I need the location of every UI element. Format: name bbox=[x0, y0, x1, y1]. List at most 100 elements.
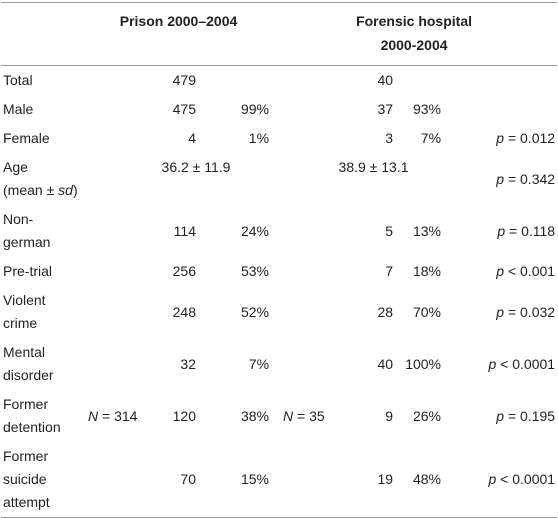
cell-text: 32 bbox=[180, 355, 196, 372]
hospital-n: 5 bbox=[341, 205, 393, 257]
cell-text: Pre-trial bbox=[3, 263, 53, 279]
row-label: Age (mean ± sd) bbox=[1, 153, 86, 205]
header-line: Forensic hospital bbox=[356, 13, 472, 29]
row-label: Mental disorder bbox=[1, 338, 86, 390]
cell-text: < 0.0001 bbox=[496, 355, 556, 372]
cell-text: suicide bbox=[3, 471, 47, 487]
cell-text: 18% bbox=[412, 263, 442, 279]
italic-text: N bbox=[88, 407, 99, 424]
hospital-N bbox=[271, 442, 341, 518]
p-value: p < 0.0001 bbox=[441, 442, 557, 518]
header-row: Prison 2000–2004 Forensic hospital 2000-2… bbox=[1, 2, 558, 66]
hospital-N bbox=[271, 124, 341, 153]
italic-text: p bbox=[488, 471, 497, 487]
cell-text: 9 bbox=[385, 407, 394, 424]
cell-text: 114 bbox=[173, 222, 196, 239]
row-label: Violent crime bbox=[1, 286, 86, 338]
prison-pct: 1% bbox=[196, 124, 271, 153]
cell-text: 248 bbox=[172, 303, 196, 320]
prison-n: 4 bbox=[156, 124, 196, 153]
header-line: 2000-2004 bbox=[380, 37, 448, 53]
label-line: (mean ± sd) bbox=[3, 179, 86, 202]
p-value: p = 0.118 bbox=[441, 205, 557, 257]
cell-text: = 314 bbox=[98, 407, 138, 424]
cell-text: 4 bbox=[188, 130, 196, 146]
prison-n: 32 bbox=[156, 338, 196, 390]
hospital-n: 40 bbox=[341, 66, 393, 96]
cell-text: Age bbox=[3, 159, 28, 175]
cell-text: 53% bbox=[240, 263, 270, 279]
cell-text: = 35 bbox=[293, 407, 325, 424]
hospital-n: 3 bbox=[341, 124, 393, 153]
label-line: Non- bbox=[3, 208, 86, 231]
hospital-pct: 100% bbox=[393, 338, 441, 390]
italic-text: p bbox=[496, 407, 505, 424]
prison-N bbox=[86, 66, 156, 96]
hospital-header: Forensic hospital 2000-2004 bbox=[271, 2, 558, 66]
cell-text: Mental bbox=[3, 344, 46, 360]
cell-text: 93% bbox=[412, 101, 442, 117]
prison-pct: 24% bbox=[196, 205, 271, 257]
cell-text: 256 bbox=[172, 263, 196, 279]
prison-pct: 7% bbox=[196, 338, 271, 390]
cell-text: 7 bbox=[385, 263, 394, 279]
cell-text: disorder bbox=[3, 367, 54, 383]
prison-N bbox=[86, 257, 156, 286]
table-row: Former suicide attempt 70 15% 19 48% p < 0.0001 bbox=[1, 442, 557, 518]
prison-pct: 99% bbox=[196, 95, 271, 124]
prison-N bbox=[86, 95, 156, 124]
cell-text: 70% bbox=[412, 303, 442, 320]
prison-n: 479 bbox=[156, 66, 196, 96]
cell-text: (mean ± bbox=[3, 182, 59, 198]
cell-text: = 0.032 bbox=[504, 303, 556, 320]
label-line: Pre-trial bbox=[3, 260, 86, 283]
table-row: Pre-trial 256 53% 7 18% p < 0.001 bbox=[1, 257, 557, 286]
italic-text: p bbox=[496, 170, 505, 187]
prison-n: 120 bbox=[156, 390, 196, 442]
hospital-pct bbox=[393, 66, 441, 96]
cell-text: 38% bbox=[240, 407, 270, 424]
p-value bbox=[441, 66, 557, 96]
p-value: p < 0.001 bbox=[441, 257, 557, 286]
table-row: Non-german 114 24% 5 13% p = 0.118 bbox=[1, 205, 557, 257]
cell-text: = 0.012 bbox=[504, 130, 556, 146]
cell-text: Non- bbox=[3, 211, 34, 227]
cell-text: 120 bbox=[172, 407, 196, 424]
hospital-N bbox=[271, 286, 341, 338]
cell-text: 38.9 ± 13.1 bbox=[338, 159, 409, 175]
prison-pct: 38% bbox=[196, 390, 271, 442]
cell-text: Former bbox=[3, 448, 49, 464]
cell-text: < 0.0001 bbox=[496, 471, 556, 487]
cell-text: = 0.342 bbox=[504, 170, 556, 187]
cell-text: german bbox=[3, 234, 51, 250]
cell-text: Total bbox=[3, 72, 33, 88]
cell-text: 479 bbox=[172, 72, 196, 88]
row-label: Former suicide attempt bbox=[1, 442, 86, 518]
p-value: p = 0.342 bbox=[441, 153, 557, 205]
hospital-N bbox=[271, 338, 341, 390]
hospital-n: 9 bbox=[341, 390, 393, 442]
cell-text: 7% bbox=[248, 355, 270, 372]
table-row: Male 475 99% 37 93% bbox=[1, 95, 557, 124]
label-line: Male bbox=[3, 98, 86, 121]
row-label: Former detention bbox=[1, 390, 86, 442]
hospital-N bbox=[271, 205, 341, 257]
prison-N bbox=[86, 286, 156, 338]
hospital-N bbox=[271, 66, 341, 96]
cell-text: 19 bbox=[377, 471, 394, 487]
italic-text: p bbox=[497, 222, 506, 239]
p-value: p = 0.032 bbox=[441, 286, 557, 338]
label-line: detention bbox=[3, 416, 86, 439]
table-row: Female 4 1% 3 7% p = 0.012 bbox=[1, 124, 557, 153]
cell-text: 70 bbox=[180, 471, 196, 487]
cell-text: Male bbox=[3, 101, 34, 117]
p-value: p = 0.012 bbox=[441, 124, 557, 153]
label-line: german bbox=[3, 231, 86, 254]
prison-n: 256 bbox=[156, 257, 196, 286]
prison-pct: 52% bbox=[196, 286, 271, 338]
label-line: Former bbox=[3, 445, 86, 468]
cell-text: 36.2 ± 11.9 bbox=[161, 159, 231, 175]
prison-n: 475 bbox=[156, 95, 196, 124]
cell-text: 48% bbox=[412, 471, 442, 487]
